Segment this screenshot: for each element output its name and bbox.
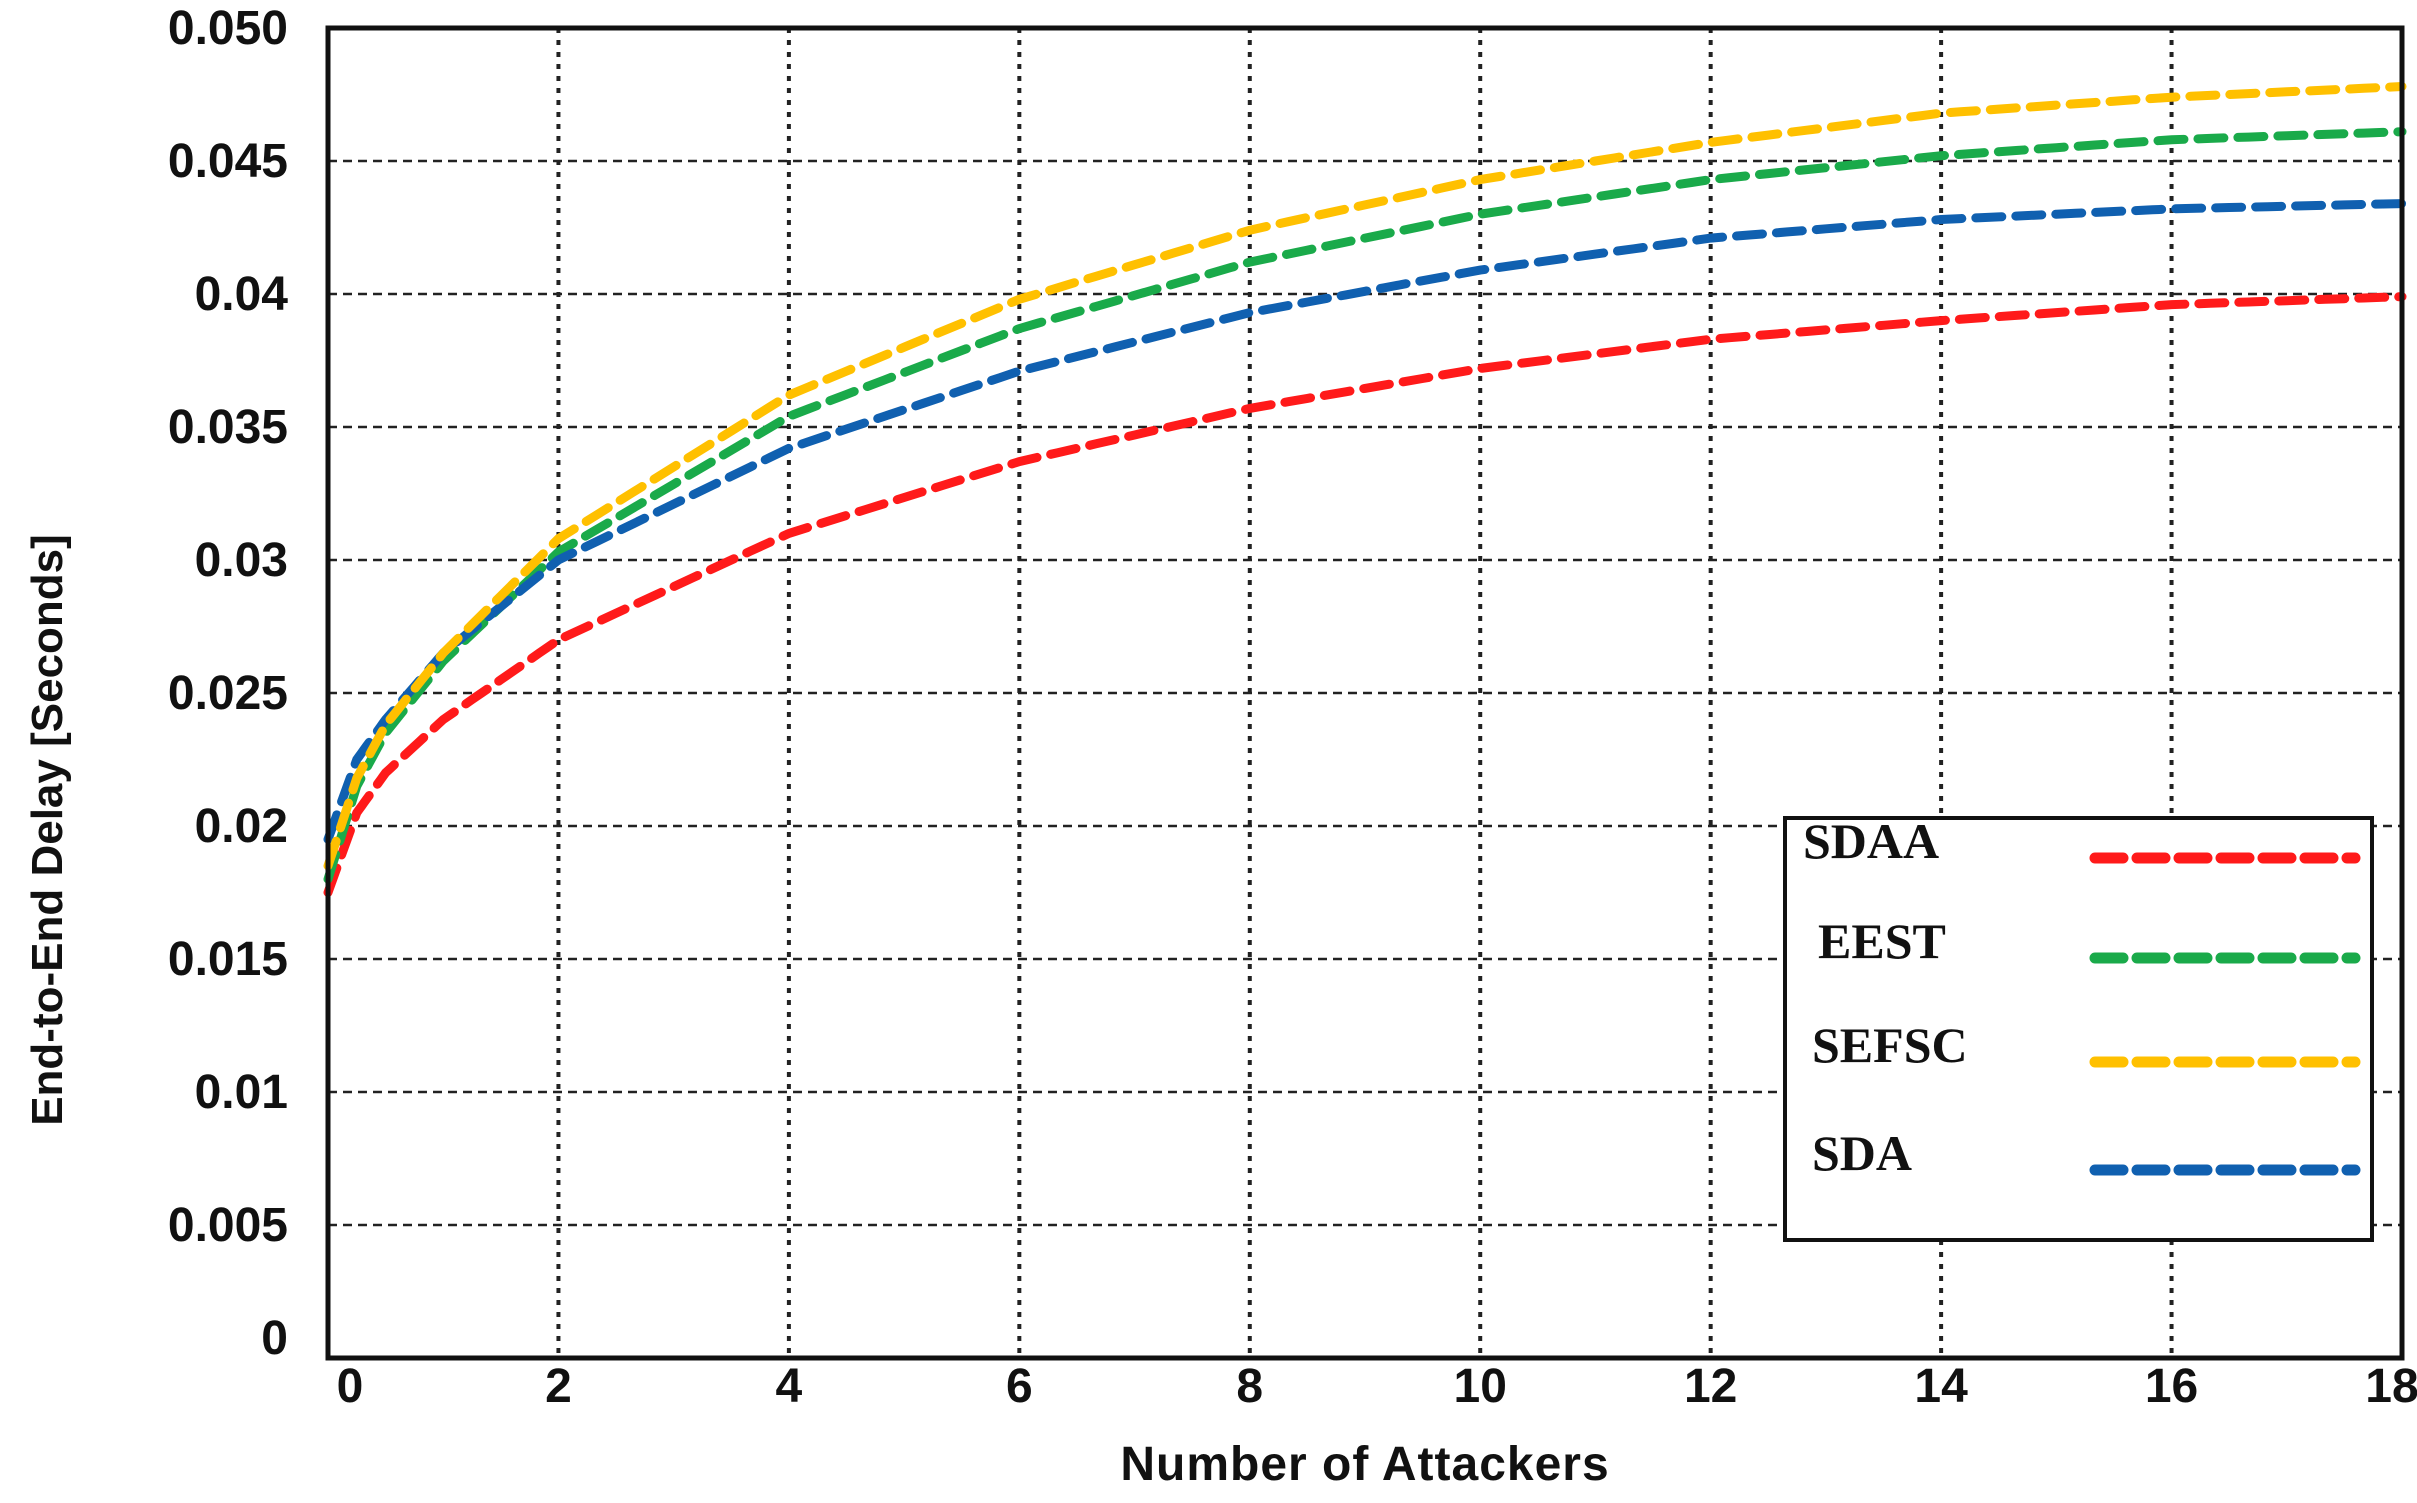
legend-label-eest: EEST	[1818, 913, 1946, 969]
y-tick-labels: 0 0.005 0.01 0.015 0.02 0.025 0.03 0.035 0.04 0.0…	[168, 2, 288, 1365]
series-line-eest	[323, 127, 2407, 884]
y-tick-label: 0.02	[195, 800, 288, 853]
y-tick-label: 0.045	[168, 135, 288, 188]
legend-label-sdaa: SDAA	[1803, 813, 1939, 869]
x-tick-labels: 0 2 4 6 8 10 12 14 16 18	[337, 1360, 2417, 1413]
legend-label-sda: SDA	[1812, 1125, 1912, 1181]
y-tick-label: 0.03	[195, 534, 288, 587]
y-tick-label: 0.035	[168, 401, 288, 454]
series-lines	[323, 82, 2407, 897]
plot-frame	[325, 25, 2405, 1361]
x-tick-label: 6	[1006, 1360, 1033, 1413]
x-tick-label: 10	[1454, 1360, 1507, 1413]
legend: SDAA EEST SEFSC SDA	[1783, 813, 2374, 1242]
x-axis-label: Number of Attackers	[1120, 1438, 1609, 1491]
y-tick-label: 0.005	[168, 1199, 288, 1252]
y-tick-label: 0.025	[168, 667, 288, 720]
series-line-sdaa	[323, 292, 2407, 897]
x-tick-label: 18	[2365, 1360, 2417, 1413]
series-line-sda	[323, 199, 2407, 844]
y-tick-label: 0	[261, 1312, 288, 1365]
y-tick-label: 0.01	[195, 1066, 288, 1119]
y-tick-label: 0.04	[195, 268, 289, 321]
y-tick-label: 0.015	[168, 933, 288, 986]
series-line-sefsc	[323, 82, 2407, 871]
x-tick-label: 16	[2145, 1360, 2198, 1413]
y-axis-label: End-to-End Delay [Seconds]	[23, 534, 72, 1126]
x-tick-label: 14	[1914, 1360, 1968, 1413]
x-tick-label: 0	[337, 1360, 364, 1413]
x-tick-label: 8	[1236, 1360, 1263, 1413]
legend-label-sefsc: SEFSC	[1812, 1017, 1968, 1073]
x-tick-label: 4	[776, 1360, 803, 1413]
y-tick-label: 0.050	[168, 2, 288, 55]
x-tick-label: 12	[1684, 1360, 1737, 1413]
x-tick-label: 2	[545, 1360, 572, 1413]
